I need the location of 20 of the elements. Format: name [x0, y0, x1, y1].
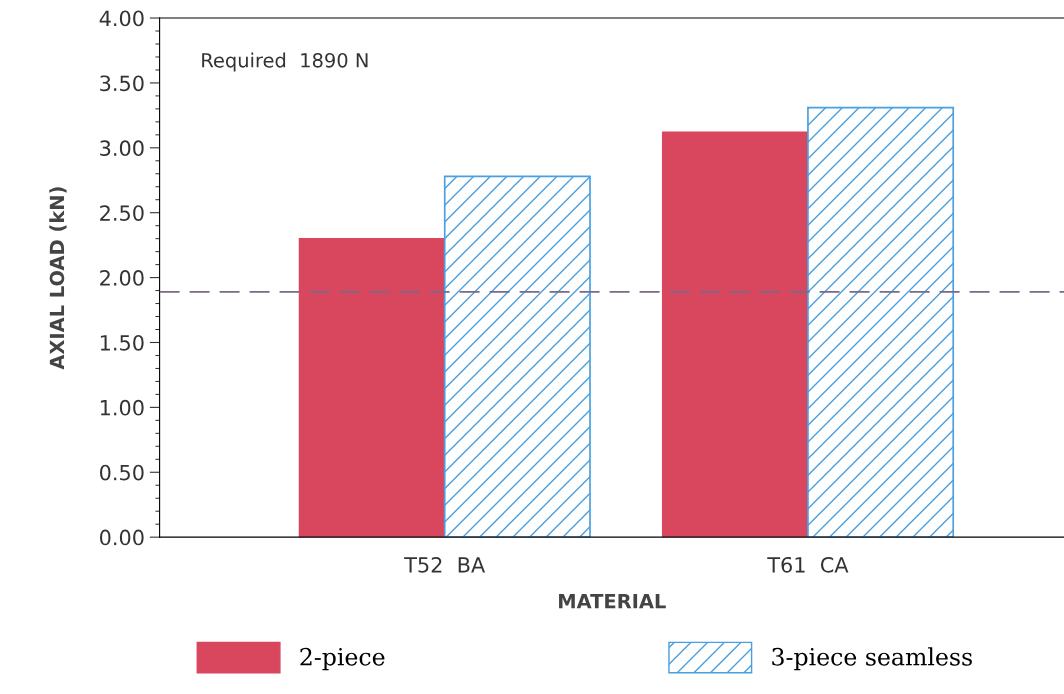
x-tick-label: T52 BA — [404, 556, 486, 573]
legend-label: 2-piece — [300, 647, 385, 671]
bar — [807, 106, 955, 538]
y-tick-label: 0.00 — [100, 529, 144, 546]
bar — [443, 175, 591, 538]
y-tick-label: 4.00 — [99, 10, 144, 27]
y-axis-title: AXIAL LOAD (kN) — [49, 187, 67, 370]
y-tick-label: 2.50 — [100, 205, 144, 221]
y-tick-label: 1.00 — [100, 399, 144, 416]
annotation: Required 1890 N — [202, 52, 368, 72]
x-tick-label: T61 CA — [767, 556, 849, 573]
y-tick-label: 3.00 — [100, 140, 144, 157]
y-tick-label: 3.50 — [100, 75, 144, 92]
bar — [661, 131, 809, 538]
bar — [298, 237, 446, 538]
y-tick-label: 0.50 — [100, 464, 144, 481]
legend-label: 3-piece seamless — [772, 647, 972, 671]
y-tick-label: 2.00 — [100, 270, 144, 286]
x-axis-title: MATERIAL — [559, 594, 666, 609]
y-tick-label: 1.50 — [100, 334, 144, 351]
